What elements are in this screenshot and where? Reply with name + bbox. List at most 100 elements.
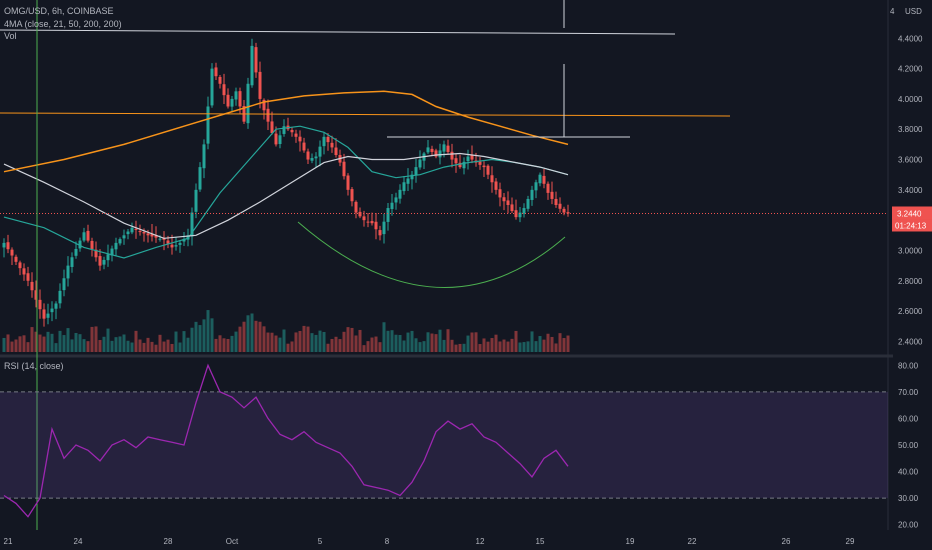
volume-bar — [250, 313, 254, 352]
candle-body — [502, 197, 506, 202]
volume-bar — [362, 345, 366, 352]
volume-bar — [254, 320, 258, 352]
volume-bar — [10, 341, 14, 352]
volume-bar — [474, 332, 478, 352]
price-tick-label: 4.2000 — [898, 65, 923, 74]
candle-body — [538, 174, 542, 184]
price-tick-label: 2.8000 — [898, 277, 923, 286]
volume-bar — [518, 342, 522, 352]
volume-bar — [286, 343, 290, 352]
volume-bar — [522, 342, 526, 352]
drawings[interactable] — [0, 0, 731, 530]
candle-body — [70, 257, 74, 267]
volume-bar — [378, 342, 382, 352]
candle-body — [518, 212, 522, 218]
volume-bar — [186, 337, 190, 352]
volume-bar — [430, 333, 434, 352]
volume-bar — [298, 330, 302, 352]
candle-body — [218, 76, 222, 84]
time-tick-label: 12 — [476, 537, 485, 546]
candle-body — [258, 71, 262, 99]
volume-bar — [354, 335, 358, 352]
volume-bar — [494, 334, 498, 352]
candle-body — [466, 156, 470, 162]
volume-bar — [470, 332, 474, 352]
candle-body — [54, 303, 58, 309]
candle-body — [370, 221, 374, 224]
volume-bar — [90, 326, 94, 352]
candle-body — [426, 147, 430, 153]
candles — [2, 38, 570, 327]
candle-body — [10, 249, 14, 256]
time-tick-label: 21 — [4, 537, 13, 546]
volume-bar — [166, 339, 170, 352]
candle-body — [110, 248, 114, 256]
candle-body — [430, 148, 434, 152]
candle-body — [278, 135, 282, 144]
candle-body — [506, 200, 510, 206]
volume-bar — [346, 327, 350, 352]
rsi-tick-label: 30.00 — [898, 494, 919, 503]
candle-body — [406, 178, 410, 184]
candle-body — [78, 240, 82, 249]
price-tick-label: 2.4000 — [898, 337, 923, 346]
candle-body — [350, 189, 354, 202]
volume-bar — [426, 332, 430, 352]
candle-body — [202, 144, 206, 169]
candle-body — [394, 197, 398, 203]
price-tick-label: 2.6000 — [898, 307, 923, 316]
countdown-tag: 01:24:13 — [895, 221, 927, 230]
candle-body — [462, 161, 466, 169]
resistance-trendline[interactable] — [0, 29, 676, 35]
volume-bar — [14, 339, 18, 352]
candle-body — [162, 238, 166, 240]
volume-bar — [82, 339, 86, 352]
last-price-tag: 3.2440 — [897, 209, 922, 218]
candle-body — [126, 231, 130, 235]
volume-bar — [158, 334, 162, 352]
volume-bar — [150, 341, 154, 352]
volume-bar — [86, 341, 90, 352]
volume-bar — [526, 341, 530, 352]
volume-bar — [198, 325, 202, 352]
candle-body — [26, 273, 30, 281]
rsi-tick-label: 20.00 — [898, 521, 919, 530]
volume-bar — [126, 340, 130, 352]
candle-body — [166, 240, 170, 244]
volume-bar — [190, 327, 194, 352]
volume-bar — [270, 332, 274, 352]
volume-bar — [226, 338, 230, 352]
rsi-tick-label: 60.00 — [898, 414, 919, 423]
candle-body — [434, 150, 438, 157]
candle-body — [34, 290, 38, 300]
ma-legend: 4MA (close, 21, 50, 200, 200) — [4, 19, 122, 29]
candle-body — [354, 201, 358, 213]
rounded-bottom-arc[interactable] — [297, 221, 566, 288]
candle-body — [554, 198, 558, 206]
horizontal-level-line[interactable] — [0, 112, 731, 117]
candle-body — [346, 175, 350, 190]
volume-bar — [230, 335, 234, 352]
volume-bar — [98, 340, 102, 352]
candle-body — [534, 182, 538, 191]
volume-bar — [278, 337, 282, 352]
volume-bar — [106, 328, 110, 352]
time-tick-label: 24 — [74, 537, 83, 546]
volume-bar — [506, 341, 510, 352]
countdown-tag-bg — [892, 219, 932, 232]
rsi-tick-label: 70.00 — [898, 388, 919, 397]
candle-body — [330, 142, 334, 148]
volume-bar — [358, 329, 362, 352]
candle-body — [458, 162, 462, 168]
price-tick-label: 3.4000 — [898, 186, 923, 195]
candle-body — [546, 183, 550, 193]
candle-body — [90, 240, 94, 249]
candle-body — [398, 189, 402, 199]
volume-bar — [534, 341, 538, 352]
candle-body — [442, 144, 446, 152]
volume-bar — [194, 321, 198, 352]
volume-bar — [482, 338, 486, 352]
candle-body — [446, 145, 450, 152]
candle-body — [194, 189, 198, 212]
